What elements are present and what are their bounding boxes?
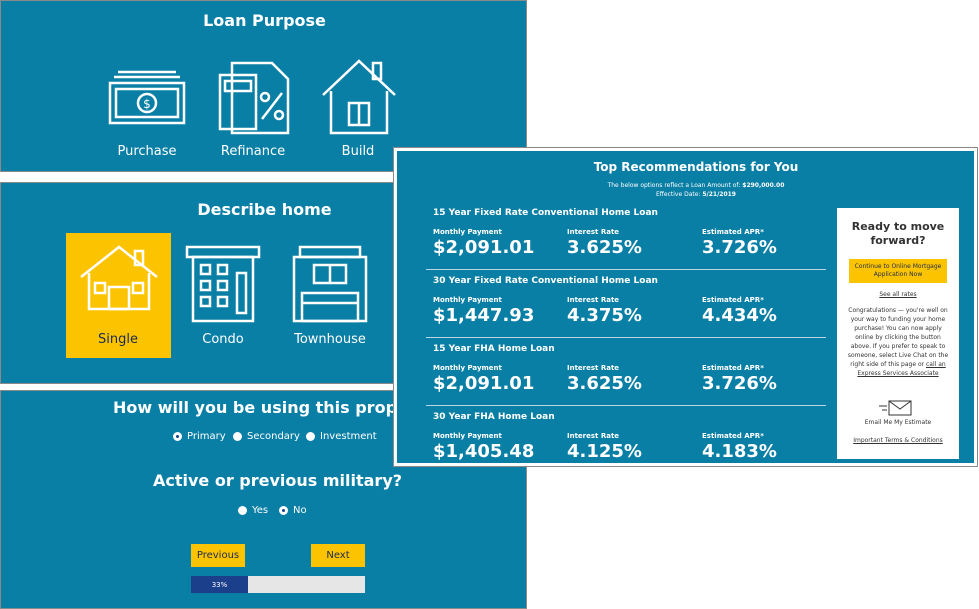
column-label: Monthly Payment: [433, 228, 502, 236]
column-label: Monthly Payment: [433, 432, 502, 440]
loan-value: 3.625%: [567, 237, 642, 258]
option-label[interactable]: Refinance: [220, 144, 286, 159]
column-label: Interest Rate: [567, 364, 620, 372]
recommendations-frame: Top Recommendations for You The below op…: [393, 147, 978, 467]
date-label: Effective Date:: [656, 191, 701, 198]
separator: [426, 337, 826, 338]
apply-button[interactable]: Continue to Online Mortgage Application …: [849, 259, 947, 283]
radio-dot: [173, 432, 182, 441]
townhouse-icon: [292, 245, 368, 323]
radio-dot: [306, 432, 315, 441]
column-label: Monthly Payment: [433, 364, 502, 372]
column-label: Interest Rate: [567, 432, 620, 440]
option-label[interactable]: Townhouse: [294, 332, 366, 347]
column-label: Interest Rate: [567, 296, 620, 304]
column-label: Monthly Payment: [433, 296, 502, 304]
option-label[interactable]: Single: [98, 332, 138, 347]
radio-dot: [279, 506, 288, 515]
sidebar-body: Congratulations — you're well on your wa…: [845, 306, 951, 378]
option-label[interactable]: Purchase: [117, 144, 177, 159]
loan-value: $1,405.48: [433, 441, 535, 462]
sidebar-heading: Ready to move forward?: [851, 220, 945, 247]
radio-option[interactable]: Yes: [238, 505, 268, 516]
loan-value: 4.125%: [567, 441, 642, 462]
option-label[interactable]: Build: [341, 144, 375, 159]
panel-title: How will you be using this prop: [113, 398, 398, 417]
column-label: Estimated APR*: [702, 296, 764, 304]
column-label: Interest Rate: [567, 228, 620, 236]
column-label: Estimated APR*: [702, 432, 764, 440]
loan-value: $2,091.01: [433, 237, 535, 258]
radio-option[interactable]: No: [279, 505, 307, 516]
progress-fill: 33%: [191, 576, 248, 593]
radio-option[interactable]: Primary: [173, 431, 226, 442]
radio-option[interactable]: Investment: [306, 431, 377, 442]
loan-value: 3.726%: [702, 237, 777, 258]
separator: [426, 405, 826, 406]
radio-dot: [238, 506, 247, 515]
column-label: Estimated APR*: [702, 364, 764, 372]
column-label: Estimated APR*: [702, 228, 764, 236]
amount: $290,000.00: [742, 182, 785, 189]
next-button[interactable]: Next: [311, 544, 365, 567]
body-text: Congratulations — you're well on your wa…: [847, 307, 949, 368]
loan-value: 4.183%: [702, 441, 777, 462]
selected-tile[interactable]: [66, 233, 171, 358]
associate-link[interactable]: call an Express Services Associate: [857, 361, 946, 377]
loan-value: 3.726%: [702, 373, 777, 394]
sidebar: Ready to move forward? Continue to Onlin…: [837, 208, 959, 459]
loan-name: 15 Year FHA Home Loan: [433, 344, 555, 354]
loan-value: $2,091.01: [433, 373, 535, 394]
calculator-icon: [218, 61, 290, 135]
loan-value: 3.625%: [567, 373, 642, 394]
radio-label: No: [293, 505, 307, 516]
loan-name: 15 Year Fixed Rate Conventional Home Loa…: [433, 208, 658, 218]
see-all-link[interactable]: See all rates: [879, 291, 917, 298]
loan-purpose-panel: Loan Purpose $ Purchase Refinance Build: [0, 0, 527, 172]
radio-label: Yes: [252, 505, 269, 516]
loan-value: $1,447.93: [433, 305, 535, 326]
progress-track: 33%: [191, 576, 365, 593]
separator: [426, 269, 826, 270]
condo-icon: [185, 245, 261, 323]
loan-value: 4.375%: [567, 305, 642, 326]
radio-dot: [233, 432, 242, 441]
loan-name: 30 Year FHA Home Loan: [433, 412, 555, 422]
radio-label: Primary: [187, 431, 226, 442]
amount-label: The below options reflect a Loan Amount …: [607, 182, 741, 189]
svg-text:$: $: [143, 97, 151, 111]
loan-name: 30 Year Fixed Rate Conventional Home Loa…: [433, 276, 658, 286]
radio-label: Secondary: [247, 431, 300, 442]
rec-date: Effective Date: 5/21/2019: [397, 191, 974, 198]
radio-label: Investment: [320, 431, 377, 442]
single-icon: [80, 245, 158, 311]
recommendations-panel: Top Recommendations for You The below op…: [397, 151, 974, 463]
rec-title: Top Recommendations for You: [593, 160, 799, 174]
terms-link[interactable]: Important Terms & Conditions: [853, 437, 943, 444]
loan-value: 4.434%: [702, 305, 777, 326]
email-link[interactable]: Email Me My Estimate: [864, 419, 932, 426]
radio-option[interactable]: Secondary: [233, 431, 300, 442]
panel-title: Loan Purpose: [203, 11, 326, 30]
money-icon: $: [108, 70, 186, 125]
previous-button[interactable]: Previous: [191, 544, 245, 567]
rec-subtitle: The below options reflect a Loan Amount …: [397, 182, 974, 189]
date: 5/21/2019: [702, 191, 736, 198]
house-icon: [322, 59, 396, 135]
option-label[interactable]: Condo: [202, 332, 244, 347]
email-icon: [879, 400, 912, 416]
panel-title: Describe home: [197, 200, 332, 219]
panel-title: Active or previous military?: [152, 471, 403, 490]
